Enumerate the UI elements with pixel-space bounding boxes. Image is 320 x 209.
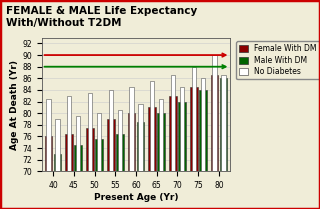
Bar <box>199 90 207 171</box>
Bar <box>180 87 184 171</box>
Bar <box>137 122 144 171</box>
Bar <box>53 154 61 171</box>
Bar <box>88 93 92 171</box>
Bar <box>107 119 115 171</box>
Bar <box>169 96 177 171</box>
Y-axis label: Age At Death (Yr): Age At Death (Yr) <box>10 60 19 149</box>
Bar <box>128 113 135 171</box>
Bar <box>86 128 94 171</box>
Bar <box>211 75 219 171</box>
Bar <box>220 78 228 171</box>
Bar <box>44 136 52 171</box>
Bar <box>212 55 217 171</box>
Bar <box>65 134 73 171</box>
Bar <box>221 75 226 171</box>
Legend: Female With DM, Male With DM, No Diabetes: Female With DM, Male With DM, No Diabete… <box>236 41 320 79</box>
Bar <box>46 99 51 171</box>
Bar <box>76 116 80 171</box>
Bar <box>150 81 155 171</box>
Bar <box>171 75 175 171</box>
X-axis label: Present Age (Yr): Present Age (Yr) <box>94 193 178 202</box>
Bar <box>178 102 186 171</box>
Bar <box>129 87 134 171</box>
Bar <box>74 145 82 171</box>
Bar <box>108 90 113 171</box>
Bar <box>192 67 196 171</box>
Bar <box>138 104 143 171</box>
Bar <box>157 113 165 171</box>
Bar <box>55 119 60 171</box>
Bar <box>201 78 205 171</box>
Bar <box>159 99 164 171</box>
Bar <box>116 134 124 171</box>
Bar <box>67 96 71 171</box>
Bar <box>95 139 103 171</box>
Bar <box>117 110 122 171</box>
Bar <box>190 87 198 171</box>
Text: FEMALE & MALE Life Expectancy
With/Without T2DM: FEMALE & MALE Life Expectancy With/Witho… <box>6 6 198 28</box>
Bar <box>97 113 101 171</box>
Bar <box>148 107 156 171</box>
